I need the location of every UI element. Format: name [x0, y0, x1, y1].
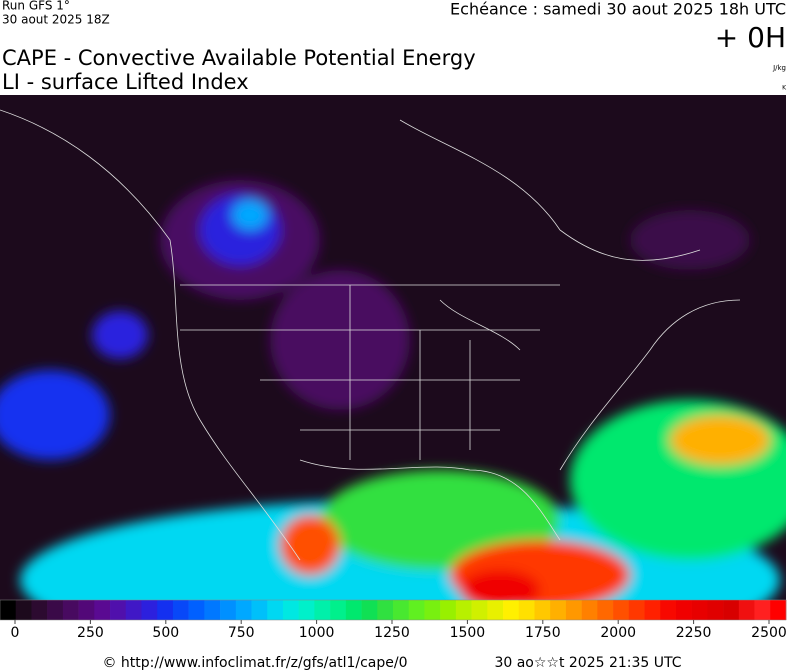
tick-label: 250	[77, 625, 104, 641]
colorbar: 0 250 500 750 1000 1250 1500 1750 2000 2250 2500	[0, 599, 787, 641]
color-swatch	[424, 600, 441, 620]
color-swatch	[754, 600, 771, 620]
color-swatch	[597, 600, 614, 620]
color-swatch	[518, 600, 535, 620]
color-swatch	[534, 600, 551, 620]
color-swatch	[675, 600, 692, 620]
unit-cape: J/kg	[772, 64, 786, 72]
color-swatch	[204, 600, 221, 620]
color-swatch	[330, 600, 347, 620]
tick-label: 1500	[450, 625, 486, 641]
tick-label: 2250	[676, 625, 712, 641]
color-swatch	[94, 600, 111, 620]
color-swatch	[0, 600, 17, 620]
color-swatch	[393, 600, 410, 620]
color-swatch	[581, 600, 598, 620]
color-swatch	[628, 600, 645, 620]
tick-label: 1000	[299, 625, 335, 641]
color-swatch	[550, 600, 567, 620]
color-swatch	[565, 600, 582, 620]
color-swatch	[707, 600, 724, 620]
color-swatch	[235, 600, 252, 620]
color-swatch	[110, 600, 127, 620]
tick-label: 2000	[600, 625, 636, 641]
title-li: LI - surface Lifted Index	[2, 70, 249, 94]
tick-label: 2500	[751, 625, 787, 641]
generated: 30 ao☆☆t 2025 21:35 UTC	[494, 655, 681, 671]
color-swatch	[141, 600, 158, 620]
color-swatch	[267, 600, 284, 620]
color-swatch	[660, 600, 677, 620]
color-swatch	[613, 600, 630, 620]
color-swatch	[47, 600, 64, 620]
color-swatch	[78, 600, 95, 620]
color-swatch	[62, 600, 79, 620]
color-swatch	[251, 600, 268, 620]
color-swatch	[644, 600, 661, 620]
tick-label: 1250	[374, 625, 410, 641]
tick-label: 0	[11, 625, 20, 641]
color-swatch	[15, 600, 32, 620]
color-swatch	[487, 600, 504, 620]
source: © http://www.infoclimat.fr/z/gfs/atl1/ca…	[102, 655, 407, 671]
color-swatch	[377, 600, 394, 620]
color-swatch	[298, 600, 315, 620]
color-swatch	[31, 600, 48, 620]
color-swatch	[220, 600, 237, 620]
color-swatch	[157, 600, 174, 620]
color-swatch	[471, 600, 488, 620]
run: Run GFS 1°	[2, 0, 70, 13]
color-swatch	[691, 600, 708, 620]
color-swatch	[723, 600, 740, 620]
run-date: 30 aout 2025 18Z	[2, 13, 110, 27]
color-swatch	[503, 600, 520, 620]
color-swatch	[345, 600, 362, 620]
colorbar-frame	[0, 599, 787, 621]
unit-li: K	[782, 85, 787, 92]
tick-label: 1750	[525, 625, 561, 641]
color-swatch	[361, 600, 378, 620]
color-swatch	[455, 600, 472, 620]
title-cape: CAPE - Convective Available Potential En…	[2, 46, 476, 70]
map	[0, 95, 786, 600]
coastlines	[0, 109, 741, 561]
color-swatch	[188, 600, 205, 620]
color-swatch	[125, 600, 142, 620]
color-swatch	[738, 600, 755, 620]
color-swatch	[770, 600, 787, 620]
color-swatch	[282, 600, 299, 620]
color-swatch	[172, 600, 189, 620]
lead-time: + 0H	[715, 21, 786, 54]
tick-label: 750	[228, 625, 255, 641]
color-swatch	[440, 600, 457, 620]
forecast: Echéance : samedi 30 aout 2025 18h UTC	[450, 0, 786, 19]
cape-field	[0, 180, 786, 600]
color-swatch	[408, 600, 425, 620]
tick-label: 500	[152, 625, 179, 641]
color-swatch	[314, 600, 331, 620]
